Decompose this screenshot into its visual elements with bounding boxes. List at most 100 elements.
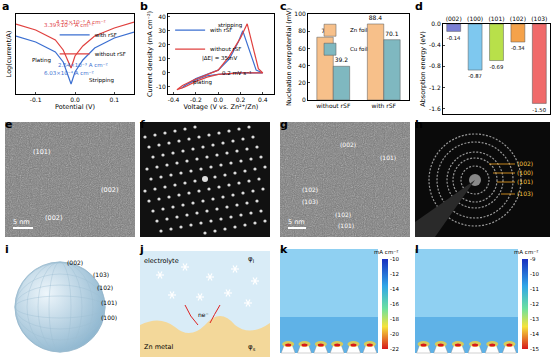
svg-text:88.4: 88.4 [369, 14, 383, 21]
svg-text:(002): (002) [67, 259, 83, 266]
svg-text:(100): (100) [101, 314, 117, 321]
svg-text:-0.8: -0.8 [429, 62, 441, 69]
svg-text:70.1: 70.1 [385, 30, 399, 37]
svg-text:φl: φl [248, 255, 254, 264]
svg-text:(101): (101) [517, 178, 533, 185]
svg-text:60: 60 [298, 45, 306, 52]
svg-text:3.39×10⁻³ A cm⁻²: 3.39×10⁻³ A cm⁻² [44, 22, 94, 28]
svg-text:(102): (102) [335, 211, 351, 218]
svg-text:0.1: 0.1 [110, 96, 120, 103]
svg-text:Voltage (V vs. Zn²⁺/Zn): Voltage (V vs. Zn²⁺/Zn) [184, 103, 259, 111]
svg-text:-0.69: -0.69 [490, 64, 504, 70]
svg-text:5 nm: 5 nm [13, 218, 30, 226]
svg-text:-0.14: -0.14 [447, 35, 461, 41]
svg-text:(101): (101) [338, 222, 354, 229]
svg-text:plating: plating [193, 79, 212, 86]
svg-text:20: 20 [158, 41, 166, 48]
svg-text:(002): (002) [517, 160, 533, 167]
svg-text:39.2: 39.2 [335, 56, 349, 63]
svg-text:Cu foil: Cu foil [350, 46, 368, 52]
svg-text:|ΔE| = 35mV: |ΔE| = 35mV [202, 55, 237, 62]
svg-text:without rSF: without rSF [210, 46, 241, 52]
svg-text:0: 0 [162, 69, 166, 76]
svg-text:electrolyte: electrolyte [144, 257, 179, 265]
svg-text:0: 0 [302, 96, 306, 103]
svg-text:mA cm⁻²: mA cm⁻² [374, 249, 398, 255]
svg-text:(102): (102) [510, 15, 526, 22]
svg-text:-18: -18 [390, 316, 399, 322]
svg-text:2.54×10⁻³ A cm⁻²: 2.54×10⁻³ A cm⁻² [58, 62, 108, 68]
svg-text:-13: -13 [530, 316, 539, 322]
svg-text:Plating: Plating [32, 57, 51, 64]
svg-text:-0.34: -0.34 [511, 45, 525, 51]
svg-text:Current density (mA cm⁻²): Current density (mA cm⁻²) [146, 11, 154, 97]
svg-text:-1.2: -1.2 [429, 84, 441, 91]
svg-text:(103): (103) [531, 15, 547, 22]
svg-text:-10: -10 [390, 256, 399, 262]
svg-text:100: 100 [294, 10, 306, 17]
svg-text:30: 30 [158, 27, 166, 34]
svg-text:-20: -20 [390, 331, 399, 337]
svg-text:-0.1: -0.1 [30, 96, 42, 103]
svg-text:5 nm: 5 nm [288, 218, 305, 226]
svg-text:-1.6: -1.6 [429, 105, 441, 112]
svg-text:-0.4: -0.4 [429, 41, 441, 48]
svg-text:4.52×10⁻³ A cm⁻²: 4.52×10⁻³ A cm⁻² [56, 19, 106, 25]
svg-text:Zn metal: Zn metal [144, 343, 174, 351]
svg-text:-0.87: -0.87 [468, 73, 482, 79]
svg-text:40: 40 [158, 13, 166, 20]
svg-text:with rSF: with rSF [372, 102, 397, 109]
svg-text:0.2: 0.2 [236, 96, 246, 103]
svg-text:(101): (101) [101, 299, 117, 306]
svg-text:6.03×10⁻⁴ A cm⁻²: 6.03×10⁻⁴ A cm⁻² [44, 70, 94, 76]
svg-text:0.2 mV s⁻¹: 0.2 mV s⁻¹ [222, 70, 251, 76]
svg-text:-22: -22 [390, 346, 399, 352]
svg-text:(103): (103) [517, 190, 533, 197]
svg-text:(100): (100) [517, 169, 533, 176]
svg-text:10: 10 [158, 55, 166, 62]
svg-text:(102): (102) [97, 284, 113, 291]
svg-text:0.0: 0.0 [213, 96, 223, 103]
svg-text:0.4: 0.4 [258, 96, 268, 103]
svg-text:φs: φs [248, 343, 256, 352]
svg-text:-16: -16 [390, 301, 399, 307]
svg-text:(002): (002) [446, 15, 462, 22]
svg-text:(002): (002) [340, 141, 356, 148]
svg-text:40: 40 [298, 62, 306, 69]
svg-text:0.0: 0.0 [70, 96, 80, 103]
svg-text:stripping: stripping [218, 22, 242, 29]
svg-text:Nucleation overpotential (mV): Nucleation overpotential (mV) [285, 8, 293, 106]
svg-text:80: 80 [298, 27, 306, 34]
svg-text:0.0: 0.0 [431, 20, 441, 27]
svg-text:-10: -10 [156, 83, 166, 90]
svg-text:(101): (101) [380, 154, 396, 161]
svg-text:(101): (101) [33, 148, 50, 156]
svg-text:(102): (102) [302, 186, 318, 193]
svg-text:without rSF: without rSF [316, 102, 351, 109]
svg-text:Absorption energy (eV): Absorption energy (eV) [419, 31, 427, 106]
svg-text:-14: -14 [530, 331, 539, 337]
svg-text:without rSF: without rSF [95, 51, 126, 57]
svg-text:Zn foil: Zn foil [350, 27, 368, 33]
svg-text:20: 20 [298, 79, 306, 86]
svg-text:-10: -10 [530, 271, 539, 277]
svg-text:mA cm⁻²: mA cm⁻² [514, 249, 538, 255]
svg-text:-1.50: -1.50 [532, 107, 546, 113]
svg-text:ne⁻: ne⁻ [198, 311, 209, 318]
svg-text:-0.2: -0.2 [190, 96, 202, 103]
svg-text:-0.4: -0.4 [168, 96, 180, 103]
svg-text:Stripping: Stripping [89, 77, 114, 84]
svg-text:(103): (103) [302, 198, 318, 205]
svg-text:-9: -9 [530, 256, 536, 262]
svg-text:-15: -15 [530, 346, 539, 352]
svg-text:-12: -12 [530, 301, 539, 307]
svg-text:(100): (100) [467, 15, 483, 22]
svg-text:-14: -14 [390, 286, 399, 292]
svg-text:with rSF: with rSF [95, 32, 117, 38]
svg-text:(002): (002) [101, 186, 118, 194]
svg-text:Log(current/A): Log(current/A) [5, 31, 13, 78]
svg-text:(103): (103) [93, 271, 109, 278]
svg-text:(002): (002) [45, 214, 62, 222]
svg-text:-11: -11 [530, 286, 539, 292]
svg-text:Potential (V): Potential (V) [55, 103, 95, 111]
